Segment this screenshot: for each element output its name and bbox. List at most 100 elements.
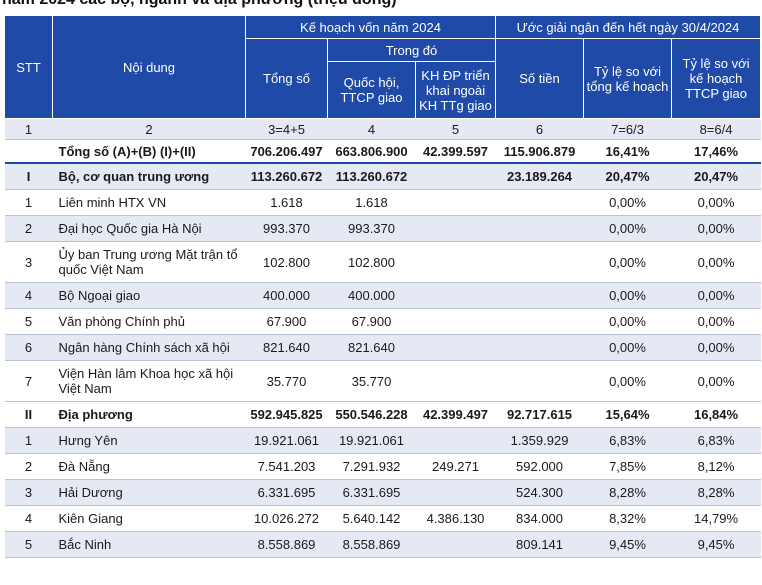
table-cell: [495, 215, 584, 242]
group-row: II Địa phương 592.945.825 550.546.228 42.399…: [4, 401, 761, 428]
table-cell: 0,00%: [583, 360, 672, 402]
header-quoc-hoi: Quốc hội, TTCP giao: [327, 61, 416, 119]
header-ty-le-tong: Tỷ lệ so với tổng kế hoạch: [583, 38, 673, 119]
table-cell: 7,85%: [583, 453, 672, 480]
table-cell: II: [4, 401, 53, 428]
table-cell: 4: [4, 505, 53, 532]
table-cell: 6: [4, 334, 53, 361]
table-cell: Địa phương: [52, 401, 246, 428]
table-cell: 663.806.900: [327, 139, 416, 164]
table-cell: Liên minh HTX VN: [52, 189, 246, 216]
header-trong-do: Trong đó: [326, 38, 497, 62]
table-cell: 2: [4, 215, 53, 242]
table-cell: 16,84%: [671, 401, 761, 428]
table-cell: 0,00%: [671, 241, 761, 283]
table-cell: 3: [4, 479, 53, 506]
table-cell: Kiên Giang: [52, 505, 246, 532]
table-cell: 9,45%: [583, 531, 672, 558]
column-index-row: 1 2 3=4+5 4 5 6 7=6/3 8=6/4: [4, 118, 761, 140]
table-cell: 809.141: [495, 531, 584, 558]
table-cell: 0,00%: [671, 360, 761, 402]
table-cell: 0,00%: [583, 334, 672, 361]
table-cell: 0,00%: [583, 189, 672, 216]
header-tong-so: Tổng số: [245, 38, 328, 119]
table-cell: 17,46%: [671, 139, 761, 164]
table-cell: Đại học Quốc gia Hà Nội: [52, 215, 246, 242]
table-cell: 102.800: [245, 241, 328, 283]
table-cell: 35.770: [327, 360, 416, 402]
table-cell: [415, 479, 496, 506]
table-row: 3 Hải Dương 6.331.695 6.331.695 524.300 8,28%…: [4, 479, 761, 506]
table-cell: [415, 189, 496, 216]
table-cell: 5.640.142: [327, 505, 416, 532]
table-cell: 67.900: [327, 308, 416, 335]
total-row: Tổng số (A)+(B) (I)+(II) 706.206.497 663…: [4, 139, 761, 164]
table-cell: 20,47%: [583, 163, 672, 190]
table-cell: 993.370: [245, 215, 328, 242]
header-ke-hoach: Kế hoạch vốn năm 2024: [244, 15, 497, 39]
page-title: năm 2024 các bộ, ngành và địa phương (tr…: [2, 0, 397, 9]
table-cell: 249.271: [415, 453, 496, 480]
table-cell: [415, 282, 496, 309]
table-cell: I: [4, 163, 53, 190]
table-cell: 7.291.932: [327, 453, 416, 480]
table-cell: 113.260.672: [327, 163, 416, 190]
table-cell: 8,28%: [671, 479, 761, 506]
table-cell: 2: [52, 118, 246, 140]
table-cell: 706.206.497: [245, 139, 328, 164]
table-header: STT Nội dung Kế hoạch vốn năm 2024 Ước g…: [4, 15, 762, 119]
table-cell: 1.618: [245, 189, 328, 216]
header-noi-dung: Nội dung: [52, 15, 246, 119]
table-cell: 0,00%: [583, 215, 672, 242]
table-body: 1 2 3=4+5 4 5 6 7=6/3 8=6/4 Tổng số (A)+…: [4, 118, 761, 558]
table-row: 3 Ủy ban Trung ương Mặt trận tổ quốc Việt…: [4, 241, 761, 283]
table-row: 4 Bộ Ngoại giao 400.000 400.000 0,00% 0,00%: [4, 282, 761, 309]
table-cell: 592.000: [495, 453, 584, 480]
table-cell: 4: [4, 282, 53, 309]
table-cell: 0,00%: [583, 241, 672, 283]
table-cell: 0,00%: [671, 189, 761, 216]
table-cell: 19.921.061: [327, 427, 416, 454]
table-row: 7 Viện Hàn lâm Khoa học xã hội Việt Nam 35…: [4, 360, 761, 402]
table-cell: 6: [495, 118, 584, 140]
table-cell: [415, 427, 496, 454]
table-cell: Ủy ban Trung ương Mặt trận tổ quốc Việt …: [52, 241, 246, 283]
table-cell: [495, 308, 584, 335]
table-cell: 16,41%: [583, 139, 672, 164]
table-cell: [415, 360, 496, 402]
table-cell: [415, 163, 496, 190]
table-cell: [4, 139, 53, 164]
table-cell: 15,64%: [583, 401, 672, 428]
table-cell: 7.541.203: [245, 453, 328, 480]
table-cell: [415, 241, 496, 283]
table-cell: 42.399.497: [415, 401, 496, 428]
table-row: 5 Bắc Ninh 8.558.869 8.558.869 809.141 9,45% 9…: [4, 531, 761, 558]
table-cell: 35.770: [245, 360, 328, 402]
table-cell: 42.399.597: [415, 139, 496, 164]
table-cell: 0,00%: [671, 215, 761, 242]
table-cell: Bộ, cơ quan trung ương: [52, 163, 246, 190]
table-cell: 6.331.695: [245, 479, 328, 506]
table-cell: 102.800: [327, 241, 416, 283]
table-cell: 115.906.879: [495, 139, 584, 164]
table-cell: [495, 189, 584, 216]
table-cell: 3=4+5: [245, 118, 328, 140]
table-row: 2 Đà Nẵng 7.541.203 7.291.932 249.271 592.000…: [4, 453, 761, 480]
table-cell: [415, 215, 496, 242]
table-cell: 67.900: [245, 308, 328, 335]
disbursement-table: STT Nội dung Kế hoạch vốn năm 2024 Ước g…: [4, 15, 762, 558]
table-cell: 592.945.825: [245, 401, 328, 428]
table-cell: 6.331.695: [327, 479, 416, 506]
table-cell: 0,00%: [583, 308, 672, 335]
table-cell: 8.558.869: [245, 531, 328, 558]
table-cell: 23.189.264: [495, 163, 584, 190]
table-cell: [495, 360, 584, 402]
table-cell: 8,28%: [583, 479, 672, 506]
table-cell: 993.370: [327, 215, 416, 242]
table-cell: 5: [4, 308, 53, 335]
table-cell: 1: [4, 427, 53, 454]
table-cell: 400.000: [327, 282, 416, 309]
table-cell: 8,32%: [583, 505, 672, 532]
table-cell: Đà Nẵng: [52, 453, 246, 480]
group-row: I Bộ, cơ quan trung ương 113.260.672 113.26…: [4, 163, 761, 190]
